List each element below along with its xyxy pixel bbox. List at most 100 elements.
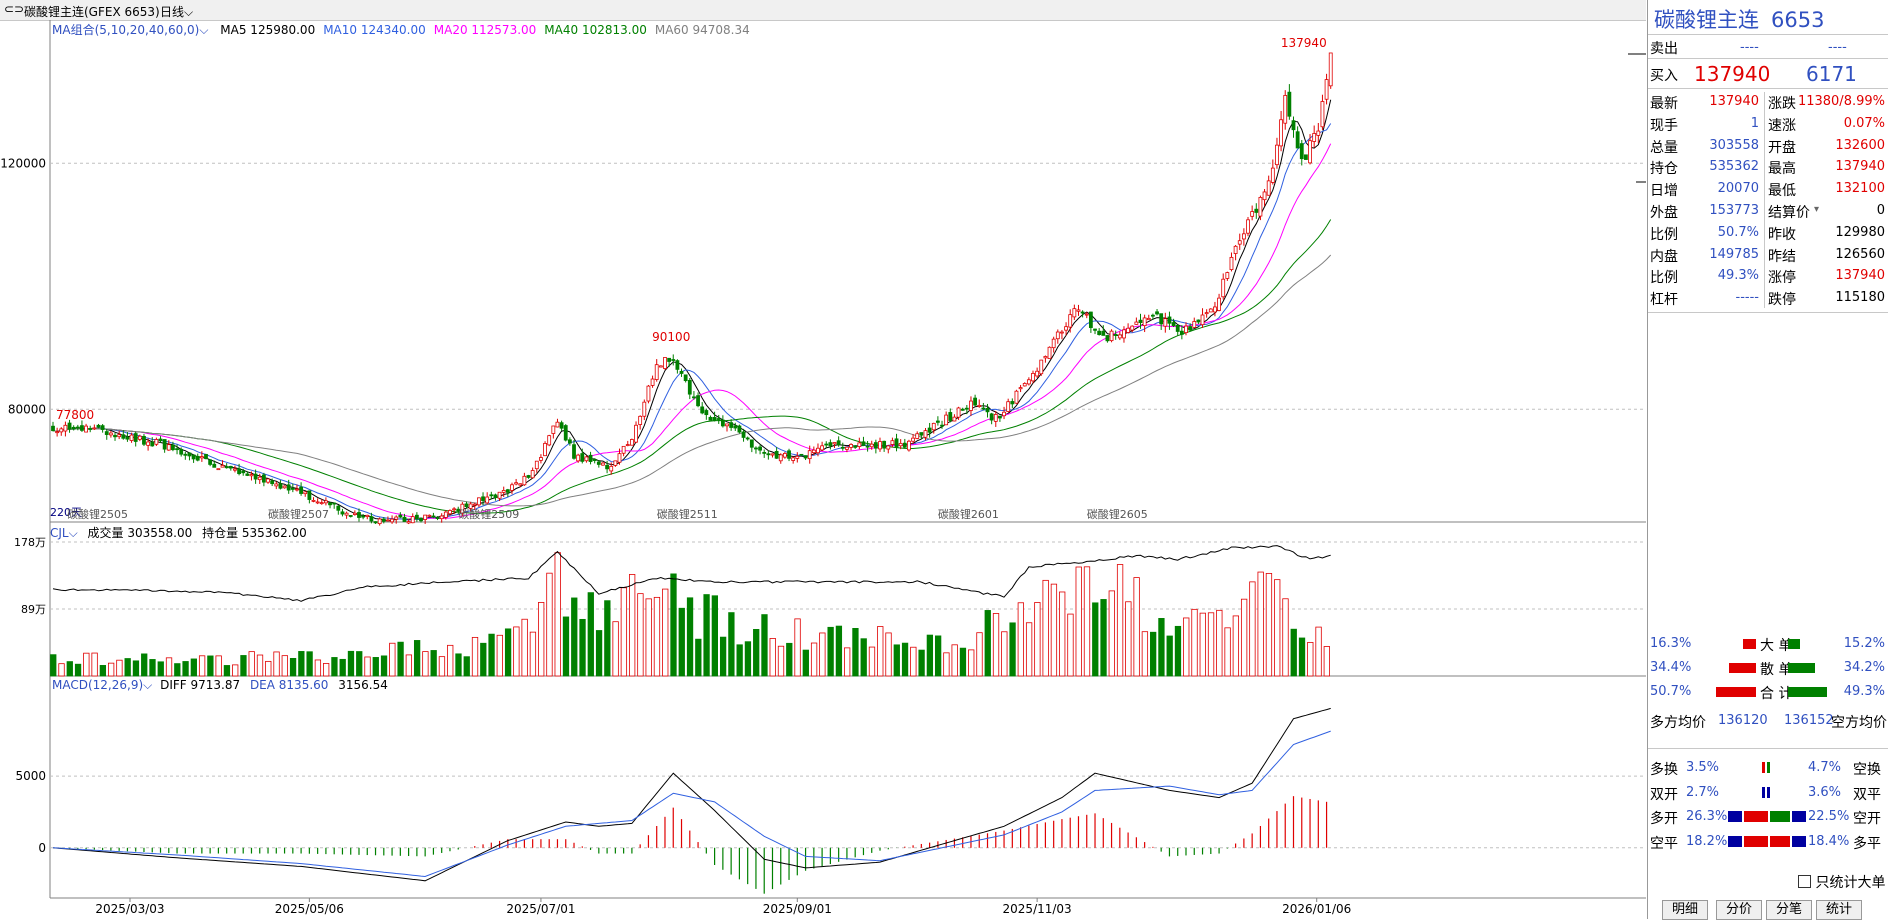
macd-selector[interactable]: MACD(12,26,9)⌵ [52,678,153,692]
candle [559,422,564,429]
volume-bar [860,638,867,677]
contract-label: 碳酸锂2505 [67,507,128,521]
candle [1068,314,1073,328]
volume-bar [868,646,876,677]
candle [381,518,386,522]
ratio-box [1770,811,1790,822]
candle [716,418,721,420]
candle [547,435,552,446]
position-right-pct: 4.7% [1808,760,1842,775]
candle [133,433,138,442]
only-big-order-toggle[interactable]: 只统计大单 [1798,872,1885,892]
candle [67,422,72,430]
flow-left-pct: 50.7% [1650,684,1692,699]
candle [1291,120,1296,131]
quote-label[interactable]: 结算价 [1768,205,1810,221]
quote-label: 跌停 [1768,292,1796,309]
tab-tick[interactable]: 分笔 [1766,900,1812,920]
volume-bar [66,661,73,677]
chevron-down-icon[interactable]: ▾ [1814,204,1820,215]
quote-value: 153773 [1709,203,1759,218]
candle [241,470,246,474]
diff-line [52,707,1331,882]
link-icon[interactable]: ⊂⊃ [4,2,25,16]
candle [700,406,705,414]
tab-detail[interactable]: 明细 [1662,900,1708,920]
flow-right-pct: 34.2% [1843,660,1885,675]
dea-value: DEA 8135.60 [249,678,329,692]
tab-price-dist[interactable]: 分价 [1716,900,1762,920]
candle [1101,330,1106,336]
candle [960,408,965,411]
ratio-box [1767,762,1770,773]
checkbox-icon[interactable] [1798,875,1811,888]
volume-bar [223,665,231,677]
candle [278,483,283,489]
quote-label: 涨跌 [1768,96,1796,112]
candle [290,488,295,490]
sell-flow-bar [1788,663,1815,673]
volume-bar [372,657,379,677]
candle [253,473,258,480]
candle [1138,319,1143,324]
volume-bar [298,651,305,677]
buy-flow-bar [1716,687,1756,697]
volume-bar [289,657,297,677]
ratio-box [1728,835,1742,847]
candle [472,503,477,506]
quote-row: 比例 49.3% 涨停 137940 [1648,266,1888,288]
volume-bar [579,618,586,677]
candle [948,412,953,421]
divider [1648,312,1888,313]
chevron-down-icon: ⌵ [143,678,153,692]
volume-bar [232,664,239,677]
volume-bars [50,552,1330,677]
volume-bar [83,652,90,677]
candle [605,464,609,470]
period-selector[interactable]: 日线⌵ [160,3,193,20]
volume-bar [190,658,197,677]
candle [857,442,862,447]
flow-right-pct: 15.2% [1843,636,1885,651]
candle [365,514,370,517]
buy-flow-bar [1729,663,1756,673]
candle [427,514,432,517]
candle [344,512,349,516]
candle [142,435,146,445]
candle [71,426,76,430]
tab-stats[interactable]: 统计 [1816,900,1862,920]
volume-bar [1158,618,1165,677]
buy-price: 137940 [1694,62,1771,86]
quote-value: 535362 [1709,159,1759,175]
candle [1208,308,1213,313]
cjl-selector[interactable]: CJL⌵ [50,526,78,540]
volume-bar [1116,564,1124,677]
quote-row: 现手 1 速涨 0.07% [1648,114,1888,136]
candle [348,515,353,517]
price-y-tick: 80000 [8,402,46,416]
chevron-down-icon: ⌵ [68,526,78,540]
high-mark-label: 77800 [56,408,94,422]
ma-group-label[interactable]: MA组合(5,10,20,40,60,0)⌵ [52,23,209,37]
candle [667,357,672,362]
candle [539,457,543,461]
candle [104,431,109,435]
candle [1184,325,1188,334]
volume-bar [124,658,131,677]
candle [791,457,796,461]
candle [683,374,688,382]
candle [944,414,949,426]
position-left-pct: 3.5% [1686,760,1720,775]
candle [257,476,262,481]
candle [555,421,560,428]
candle [117,434,122,438]
candle [745,437,750,440]
ma20-line [52,143,1332,519]
volume-bar [662,588,669,677]
candle [195,455,200,461]
candle [658,365,663,368]
candle [588,454,593,462]
candle [572,444,576,459]
candle [1262,191,1267,201]
